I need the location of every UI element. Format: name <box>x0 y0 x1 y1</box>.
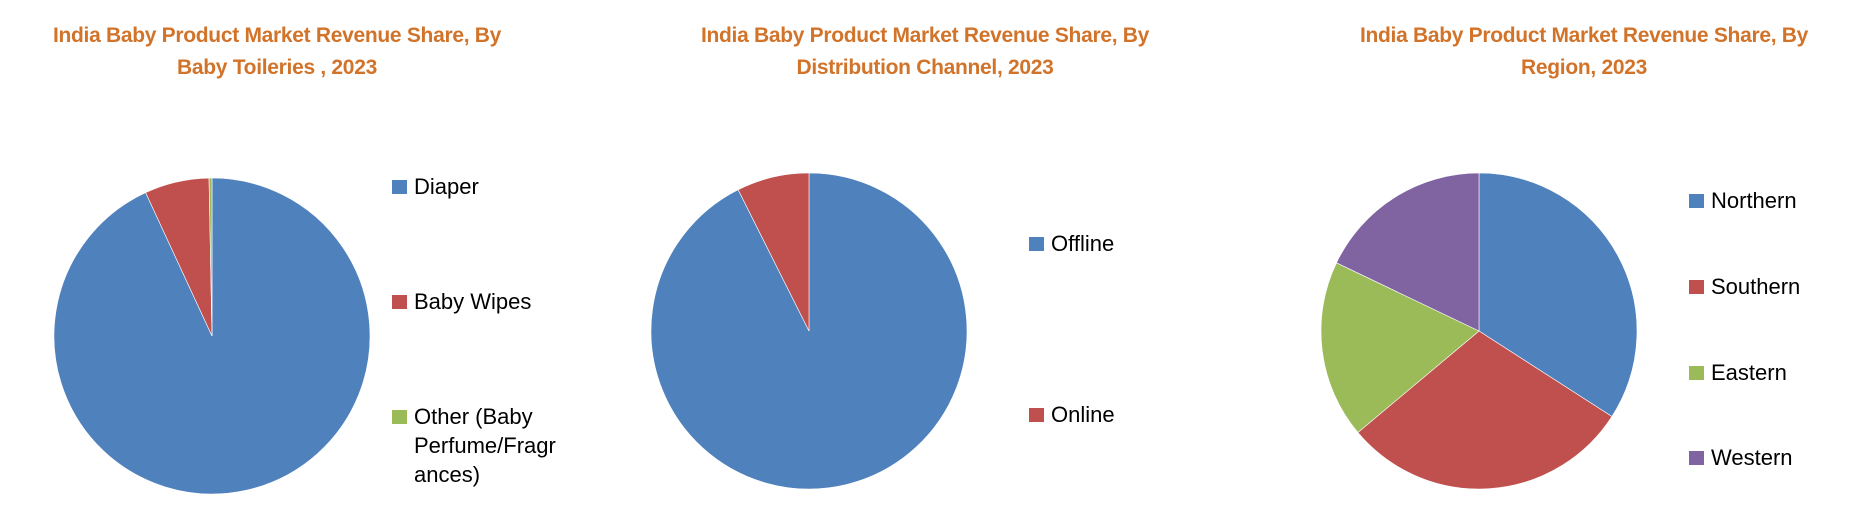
pie-slice-eastern <box>1320 262 1480 433</box>
legend-label: Eastern <box>1711 360 1787 385</box>
legend-item-eastern: Eastern <box>1689 358 1787 387</box>
legend-item-southern: Southern <box>1689 272 1800 301</box>
legend-item-baby-wipes: Baby Wipes <box>392 287 531 316</box>
chart-title: India Baby Product Market Revenue Share,… <box>17 20 537 84</box>
legend-label: Online <box>1051 402 1115 427</box>
pie-chart <box>650 172 968 490</box>
legend-label: Diaper <box>414 174 479 199</box>
legend-swatch-icon <box>1689 366 1704 380</box>
chart-title-line-2: Distribution Channel, 2023 <box>796 56 1054 79</box>
pie-slice-northern <box>1478 172 1638 417</box>
pie-slice-southern <box>1357 330 1613 490</box>
chart-panel-region: India Baby Product Market Revenue Share,… <box>1240 0 1867 505</box>
pie-slice-western <box>1336 172 1480 332</box>
chart-title-line-1: India Baby Product Market Revenue Share,… <box>52 24 502 47</box>
legend-label: Offline <box>1051 231 1115 256</box>
chart-panel-distribution-channel: India Baby Product Market Revenue Share,… <box>620 0 1240 505</box>
legend-swatch-icon <box>1029 237 1044 251</box>
chart-title-line-1: India Baby Product Market Revenue Share,… <box>700 24 1150 47</box>
legend-item-other: Other (Baby Perfume/Fragr ances) <box>392 402 556 489</box>
legend-swatch-icon <box>1689 280 1704 294</box>
chart-title-line-2: Baby Toileries , 2023 <box>177 56 377 79</box>
legend-item-western: Western <box>1689 443 1793 472</box>
legend-item-online: Online <box>1029 400 1115 429</box>
legend-swatch-icon <box>1029 408 1044 422</box>
legend-swatch-icon <box>392 295 407 309</box>
pie-slice-online <box>737 172 810 332</box>
chart-title: India Baby Product Market Revenue Share,… <box>1324 20 1844 84</box>
legend-swatch-icon <box>1689 194 1704 208</box>
legend-label: Western <box>1711 445 1793 470</box>
legend-label: Other (Baby Perfume/Fragr ances) <box>414 404 556 487</box>
legend-swatch-icon <box>392 410 407 424</box>
pie-chart <box>1320 172 1638 490</box>
pie-chart <box>53 177 371 495</box>
pie-slice-other-baby-perfume-fragrances <box>208 177 213 337</box>
legend-swatch-icon <box>392 180 407 194</box>
legend-item-northern: Northern <box>1689 186 1797 215</box>
chart-title-line-2: Region, 2023 <box>1521 56 1647 79</box>
legend-item-offline: Offline <box>1029 229 1114 258</box>
legend-label: Northern <box>1711 188 1797 213</box>
chart-title-line-1: India Baby Product Market Revenue Share,… <box>1359 24 1809 47</box>
chart-panel-baby-toileries: India Baby Product Market Revenue Share,… <box>0 0 620 505</box>
legend-label: Baby Wipes <box>414 289 532 314</box>
legend-label: Southern <box>1711 274 1801 299</box>
legend-item-diaper: Diaper <box>392 172 479 201</box>
chart-title: India Baby Product Market Revenue Share,… <box>665 20 1185 84</box>
legend-swatch-icon <box>1689 451 1704 465</box>
